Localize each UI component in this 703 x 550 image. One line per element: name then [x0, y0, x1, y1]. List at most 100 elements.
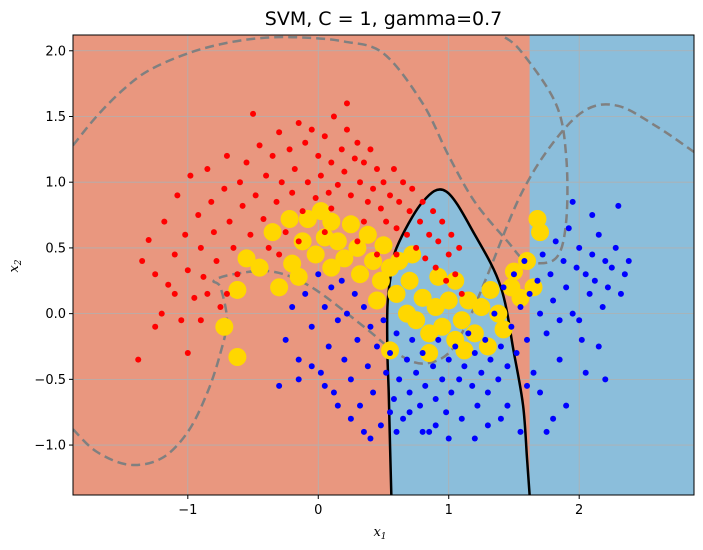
blue-point — [487, 356, 494, 363]
support-vector-point — [511, 288, 530, 307]
red-point — [276, 251, 283, 258]
blue-point — [615, 202, 622, 209]
blue-point — [578, 336, 585, 343]
red-point — [226, 218, 233, 225]
red-point — [221, 185, 228, 192]
support-vector-point — [455, 341, 474, 360]
blue-point — [347, 376, 354, 383]
blue-point — [302, 290, 309, 297]
blue-point — [334, 402, 341, 409]
x-axis-title-subscript: 1 — [381, 532, 387, 542]
red-point — [396, 198, 403, 205]
support-vector-point — [374, 236, 393, 255]
blue-point — [478, 369, 485, 376]
red-point — [443, 277, 450, 284]
red-point — [456, 244, 463, 251]
support-vector-point — [228, 348, 247, 366]
red-point — [291, 166, 298, 173]
x-tick-label: 0 — [314, 503, 322, 518]
blue-point — [469, 382, 476, 389]
red-point — [448, 231, 455, 238]
blue-point — [484, 422, 491, 429]
red-point — [373, 166, 380, 173]
blue-point — [393, 330, 400, 337]
red-point — [422, 255, 429, 262]
red-point — [315, 152, 322, 159]
blue-point — [560, 258, 567, 265]
red-point — [417, 218, 424, 225]
red-point — [439, 218, 446, 225]
red-point — [276, 129, 283, 136]
support-vector-point — [335, 249, 354, 268]
blue-point — [364, 363, 371, 370]
blue-point — [497, 343, 504, 350]
blue-point — [445, 435, 452, 442]
red-point — [260, 216, 267, 222]
chart-title: SVM, C = 1, gamma=0.7 — [265, 8, 502, 30]
blue-point — [550, 297, 557, 304]
blue-point — [563, 284, 570, 291]
blue-point — [500, 284, 507, 291]
blue-point — [289, 304, 296, 311]
blue-point — [543, 428, 550, 435]
plot-frame — [72, 34, 695, 496]
red-point — [200, 273, 207, 280]
blue-point — [373, 343, 380, 350]
blue-point — [380, 317, 387, 324]
blue-point — [432, 422, 439, 429]
red-point — [158, 310, 165, 317]
red-point — [360, 218, 367, 225]
support-vector-point — [465, 324, 484, 343]
blue-point — [524, 336, 531, 343]
support-vector-point — [270, 278, 289, 297]
red-point — [435, 238, 442, 245]
red-point — [210, 229, 217, 236]
red-point — [341, 168, 348, 175]
blue-point — [612, 244, 619, 251]
blue-point — [537, 310, 544, 317]
blue-point — [308, 323, 315, 330]
blue-point — [521, 258, 528, 265]
blue-point — [383, 369, 390, 376]
support-vector-point — [446, 271, 465, 290]
blue-point — [537, 389, 544, 396]
blue-point — [517, 428, 524, 435]
red-point — [413, 244, 420, 251]
support-vector-point — [263, 223, 282, 242]
blue-point — [582, 271, 589, 278]
blue-point — [461, 363, 468, 370]
red-point — [432, 264, 439, 271]
blue-point — [406, 409, 413, 416]
blue-point — [595, 343, 602, 350]
x-axis-title: x1 — [373, 525, 386, 542]
blue-point — [435, 336, 442, 343]
blue-point — [513, 350, 520, 357]
y-tick-label: 0.5 — [45, 241, 66, 256]
support-vector-point — [367, 291, 386, 310]
blue-point — [448, 389, 455, 396]
blue-point — [556, 317, 563, 324]
y-tick-label: 1.5 — [45, 110, 66, 125]
support-vector-point — [400, 271, 419, 290]
support-vector-point — [322, 212, 341, 231]
blue-point — [419, 428, 426, 435]
blue-point — [396, 376, 403, 383]
blue-point — [526, 290, 533, 297]
x-axis: −1 0 1 2 — [178, 495, 583, 518]
blue-point — [550, 415, 557, 422]
red-point — [295, 238, 302, 245]
blue-point — [539, 251, 546, 258]
blue-point — [589, 251, 596, 258]
blue-point — [524, 382, 531, 389]
blue-point — [504, 402, 511, 409]
blue-point — [328, 284, 335, 291]
blue-point — [341, 356, 348, 363]
red-point — [312, 194, 319, 201]
blue-point — [325, 343, 332, 350]
blue-point — [547, 271, 554, 278]
y-tick-label: 2.0 — [45, 44, 66, 59]
blue-point — [599, 304, 606, 311]
blue-point — [295, 356, 302, 363]
red-point — [252, 192, 259, 199]
blue-point — [426, 428, 433, 435]
